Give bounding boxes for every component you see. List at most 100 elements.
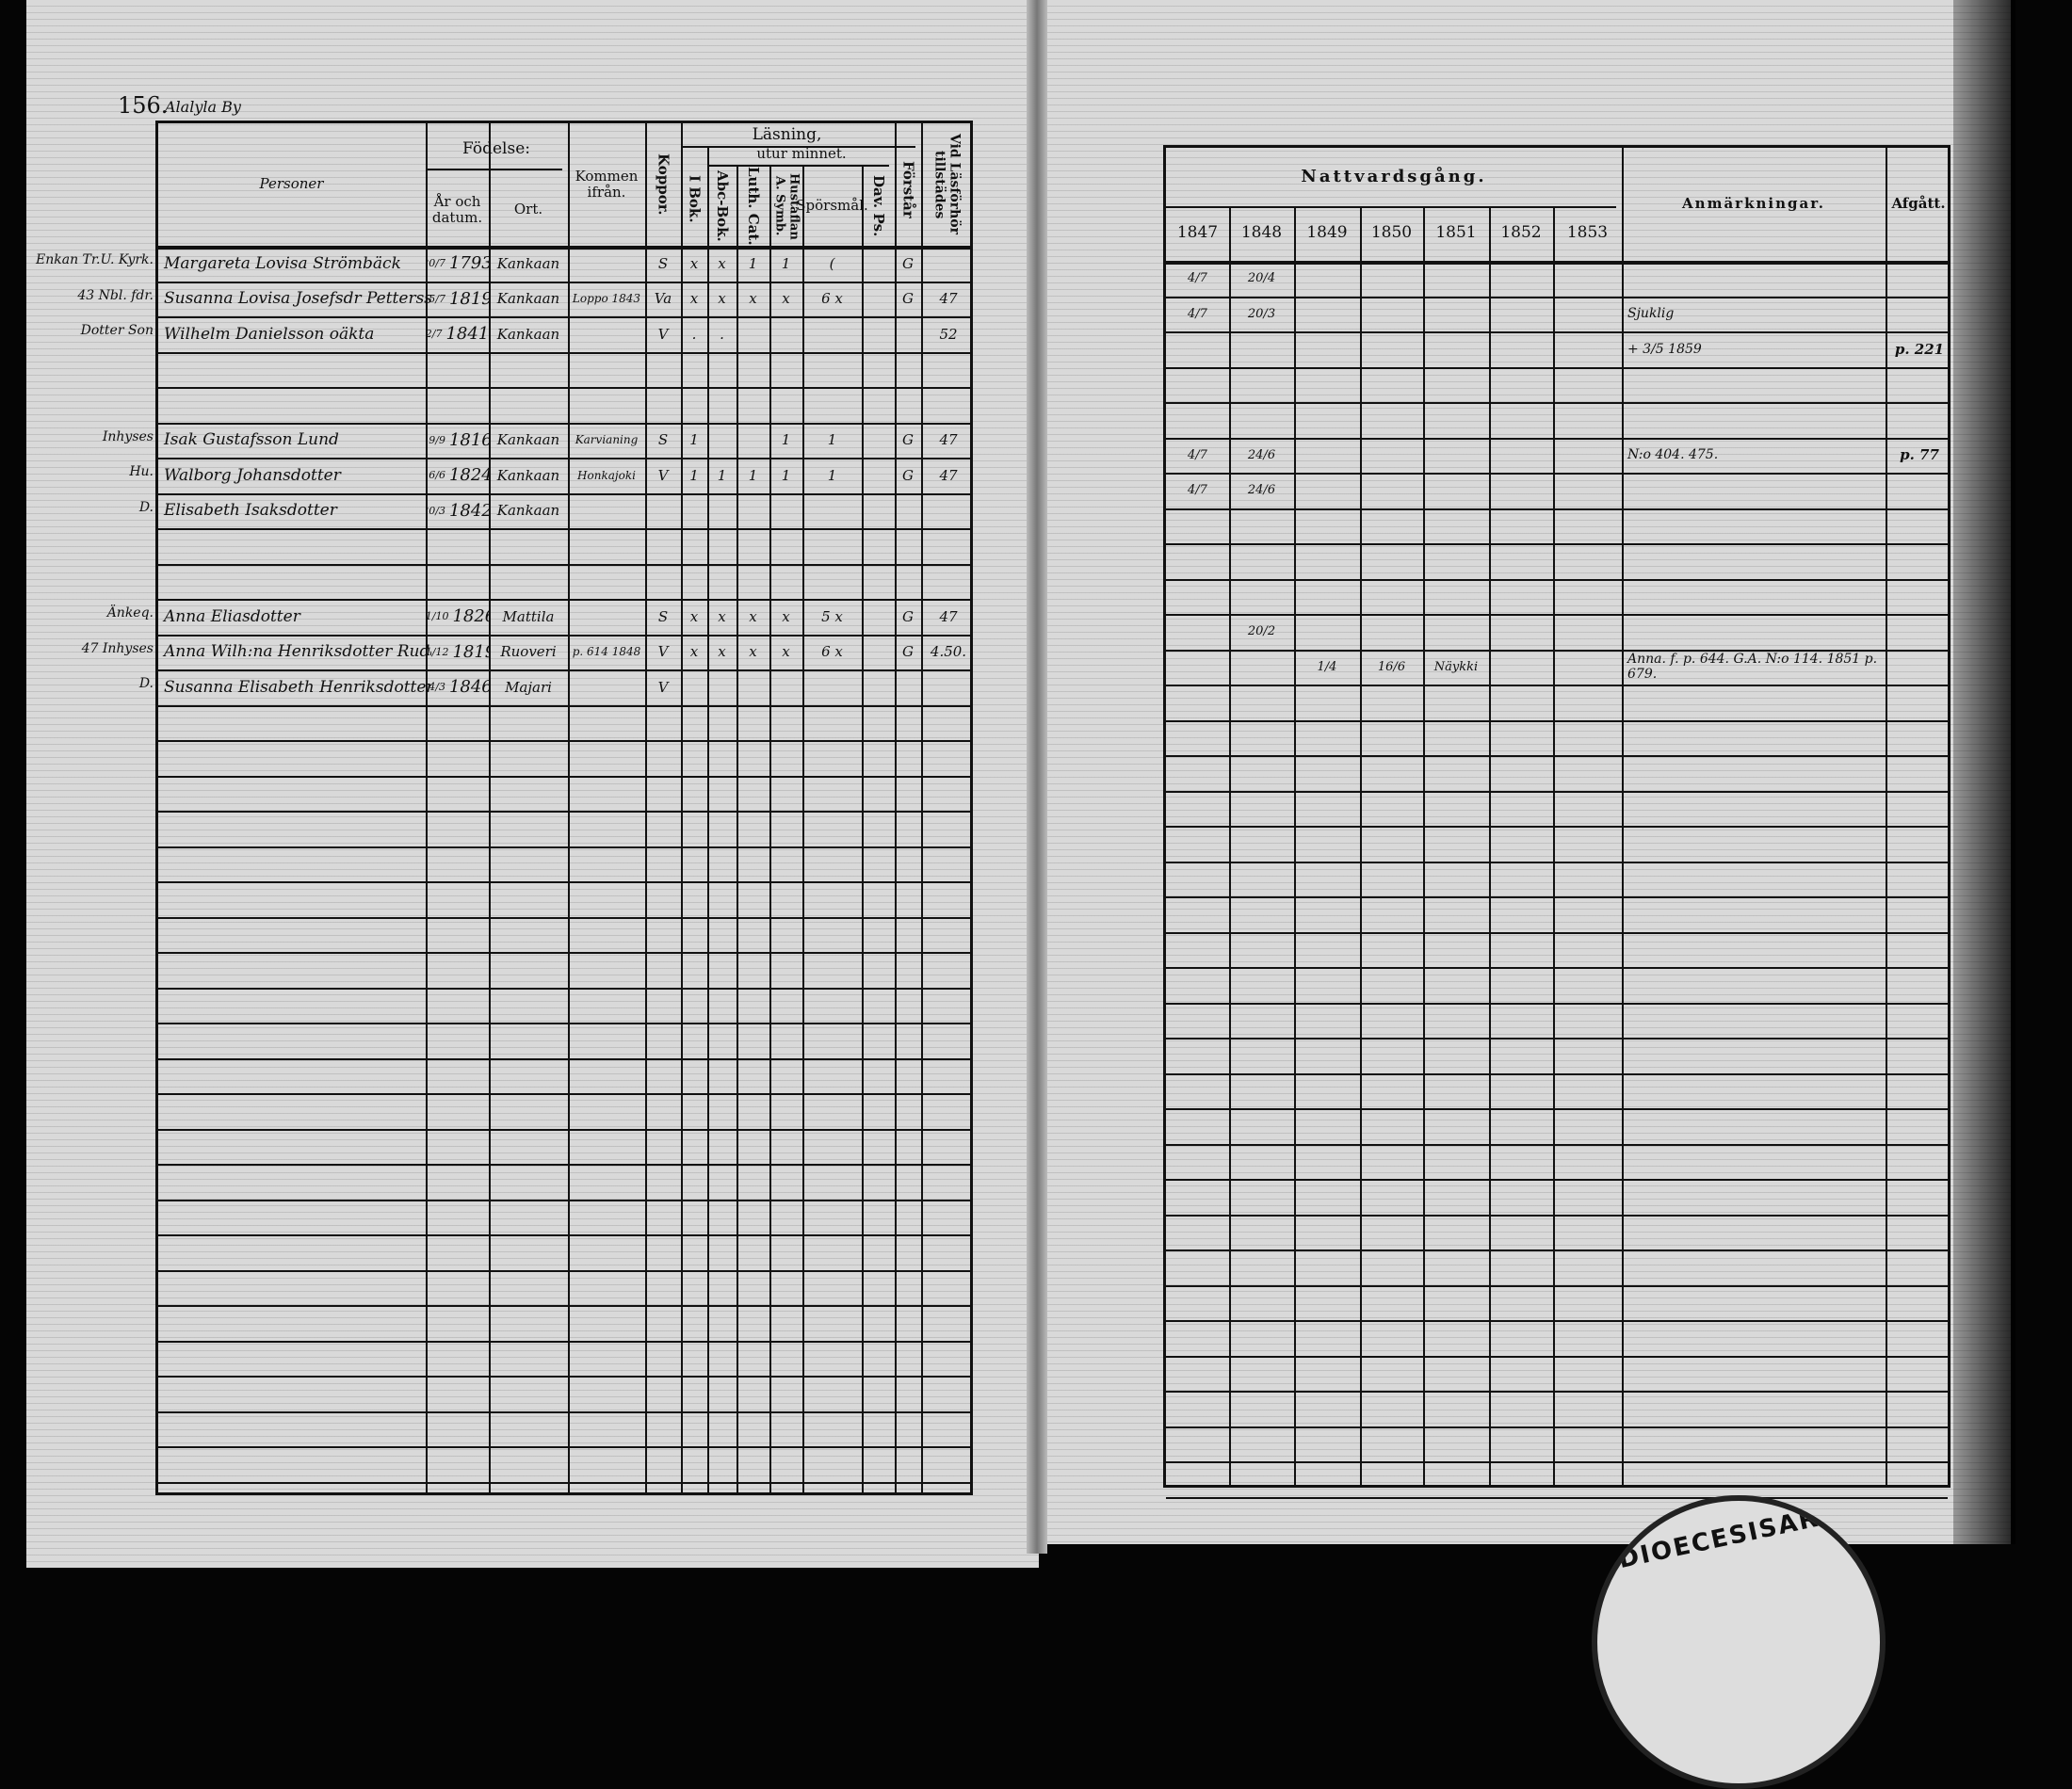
abc-book-cell: x — [718, 643, 726, 661]
communion-date-cell — [1553, 510, 1622, 542]
row-divider — [158, 1446, 970, 1448]
abc-book-cell — [707, 425, 737, 457]
book-reading-cell — [681, 495, 707, 527]
header-kommen: Kommen ifrån. — [575, 167, 639, 201]
examination-cell — [921, 248, 976, 280]
header-utur-minnet: utur minnet. — [756, 145, 847, 163]
communion-date-cell: 24/6 — [1247, 483, 1276, 498]
birth-year: 1819 — [448, 288, 489, 309]
column-divider — [802, 165, 804, 1492]
header-ar-datum: År och datum. — [431, 192, 483, 226]
row-divider — [1166, 1320, 1948, 1322]
communion-date-cell — [1423, 510, 1489, 542]
header-i-bok: I Bok. — [686, 174, 704, 223]
departed-cell — [1886, 510, 1953, 542]
smallpox-cell: S — [657, 607, 669, 625]
communion-date-cell: 4/7 — [1188, 483, 1207, 498]
communion-date-cell — [1294, 686, 1360, 718]
row-divider — [1166, 967, 1948, 969]
questions-cell — [802, 671, 862, 703]
communion-date-cell: Näykki — [1433, 659, 1479, 674]
margin-note: 47 Inhyses — [81, 640, 154, 656]
came-from-cell: Karvianing — [575, 433, 639, 447]
communion-date-cell — [1489, 440, 1553, 472]
hustaflan-cell: 1 — [781, 431, 791, 449]
row-divider — [1166, 296, 1948, 298]
row-divider — [1166, 1461, 1948, 1463]
header-divider — [426, 169, 562, 170]
catechism-cell: 1 — [748, 466, 758, 484]
row-divider — [158, 563, 970, 566]
row-divider — [158, 669, 970, 671]
row-divider — [1166, 685, 1948, 686]
birth-day: 20/3 — [426, 504, 445, 517]
header-abc-bok: Abc-Bok. — [714, 170, 732, 242]
header-year: 1847 — [1176, 223, 1219, 243]
communion-date-cell — [1294, 475, 1360, 507]
birthplace-cell: Mattila — [502, 607, 555, 625]
smallpox-cell: V — [657, 678, 669, 696]
psalms-cell — [862, 248, 895, 280]
understands-cell: G — [902, 607, 914, 625]
margin-note: Änkeq. — [106, 605, 154, 621]
row-divider — [1166, 437, 1948, 440]
row-divider — [1166, 1108, 1948, 1110]
psalms-cell — [862, 283, 895, 315]
row-divider — [158, 281, 970, 283]
communion-date-cell: 20/4 — [1247, 271, 1276, 286]
came-from-cell — [568, 601, 645, 633]
communion-date-cell — [1360, 298, 1423, 330]
communion-date-cell — [1423, 440, 1489, 472]
birth-cell: 31/101826 — [426, 601, 489, 633]
birth-day: 15/7 — [426, 292, 445, 305]
departed-cell — [1886, 298, 1953, 330]
margin-note: Dotter Son — [80, 323, 154, 338]
row-divider — [158, 1269, 970, 1272]
margin-note: 43 Nbl. fdr. — [77, 287, 154, 303]
column-divider — [921, 123, 923, 1492]
margin-note: Enkan Tr.U. Kyrk. — [36, 252, 154, 267]
psalms-cell — [862, 318, 895, 350]
birth-year: 1841 — [445, 324, 489, 345]
row-divider — [158, 1410, 970, 1413]
name-cell: Walborg Johansdotter — [164, 465, 341, 485]
hustaflan-cell — [769, 318, 802, 350]
birth-year: 1793 — [448, 253, 489, 274]
questions-cell — [802, 318, 862, 350]
book-reading-cell: 1 — [689, 466, 699, 484]
birthplace-cell: Kankaan — [496, 290, 560, 308]
smallpox-cell: S — [657, 254, 669, 272]
row-divider — [1166, 861, 1948, 863]
communion-date-cell — [1229, 510, 1294, 542]
column-divider — [1489, 206, 1491, 1485]
communion-date-cell — [1229, 686, 1294, 718]
hustaflan-cell: x — [782, 643, 790, 661]
archive-stamp: DIOECESISARKIV — [1592, 1495, 1886, 1789]
row-divider — [1166, 790, 1948, 793]
row-divider — [1166, 649, 1948, 652]
psalms-cell — [862, 495, 895, 527]
birth-day: 2/7 — [426, 328, 443, 341]
communion-date-cell — [1166, 652, 1229, 684]
row-divider — [1166, 543, 1948, 545]
birthplace-cell: Kankaan — [496, 431, 560, 449]
row-divider — [158, 952, 970, 954]
header-koppor: Koppor. — [655, 153, 672, 216]
questions-cell: 5 x — [821, 607, 843, 625]
came-from-cell: Honkajoki — [577, 468, 636, 482]
came-from-cell — [568, 318, 645, 350]
birth-year: 1819 — [452, 641, 489, 662]
smallpox-cell: V — [657, 643, 669, 661]
communion-date-cell — [1553, 686, 1622, 718]
communion-date-cell — [1553, 616, 1622, 648]
column-divider — [1294, 206, 1296, 1485]
communion-date-cell: 4/7 — [1188, 447, 1207, 462]
hustaflan-cell — [769, 671, 802, 703]
birth-cell: 31/121819 — [426, 637, 489, 669]
row-divider — [1166, 1426, 1948, 1428]
row-divider — [1166, 1214, 1948, 1217]
communion-date-cell — [1553, 263, 1622, 295]
row-divider — [1166, 1179, 1948, 1181]
